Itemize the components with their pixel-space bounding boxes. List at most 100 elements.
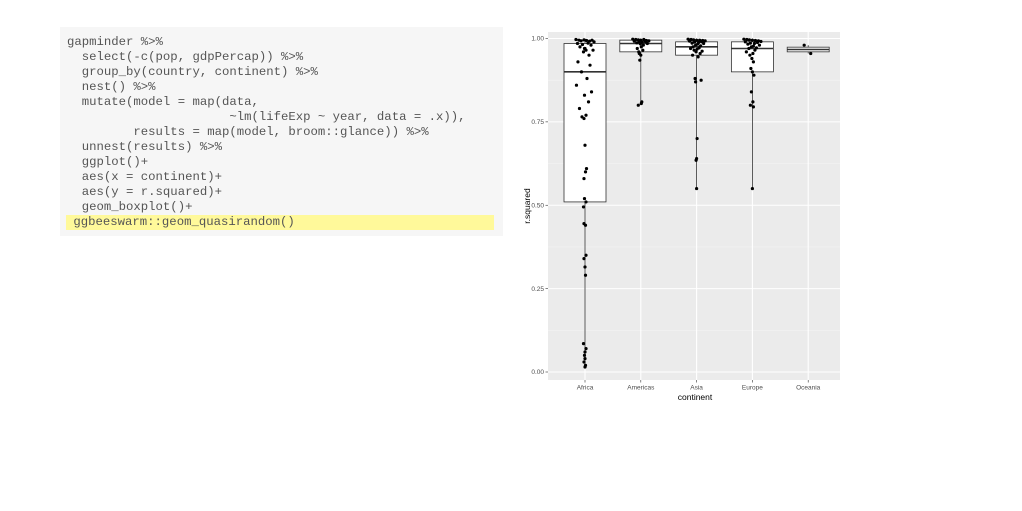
data-point bbox=[582, 257, 586, 261]
data-point bbox=[579, 70, 584, 74]
data-point bbox=[582, 176, 586, 181]
code-line: nest() %>% bbox=[67, 80, 156, 94]
data-point bbox=[742, 37, 746, 41]
code-line: ~lm(lifeExp ~ year, data = .x)), bbox=[67, 110, 466, 124]
code-line: geom_boxplot()+ bbox=[67, 200, 193, 214]
data-point bbox=[695, 186, 699, 191]
code-line: results = map(model, broom::glance)) %>% bbox=[67, 125, 429, 139]
data-point bbox=[582, 353, 587, 357]
data-point bbox=[693, 76, 697, 81]
code-line: gapminder %>% bbox=[67, 35, 163, 49]
data-point bbox=[753, 48, 757, 52]
data-point bbox=[687, 39, 692, 43]
data-point bbox=[700, 49, 704, 53]
data-point bbox=[745, 37, 749, 42]
x-axis-title: continent bbox=[678, 392, 713, 402]
data-point bbox=[583, 265, 587, 269]
data-point bbox=[802, 43, 806, 47]
data-point bbox=[747, 38, 751, 42]
data-point bbox=[639, 45, 643, 49]
data-point bbox=[591, 48, 595, 52]
data-point bbox=[582, 38, 586, 42]
data-point bbox=[749, 90, 753, 94]
data-point bbox=[743, 40, 747, 44]
data-point bbox=[753, 38, 758, 43]
data-point bbox=[744, 50, 748, 54]
data-point bbox=[688, 46, 693, 51]
data-point bbox=[757, 43, 762, 47]
x-tick-label: Americas bbox=[627, 385, 655, 392]
data-point bbox=[581, 342, 586, 346]
data-point bbox=[747, 46, 751, 51]
data-point bbox=[749, 66, 753, 71]
data-point bbox=[584, 253, 588, 257]
data-point bbox=[691, 45, 695, 49]
data-point bbox=[643, 39, 647, 44]
data-point bbox=[694, 158, 698, 162]
y-tick-label: 0.00 bbox=[531, 369, 544, 376]
data-point bbox=[755, 40, 760, 45]
data-point bbox=[639, 101, 643, 106]
data-point bbox=[632, 39, 636, 43]
data-point bbox=[693, 80, 698, 84]
data-point bbox=[585, 76, 589, 81]
code-line: select(-c(pop, gdpPercap)) %>% bbox=[67, 50, 304, 64]
axis-ticks: 0.00 0.25 0.50 0.75 1.00 Africa Americas Asia Eu… bbox=[531, 36, 820, 392]
data-point bbox=[750, 38, 754, 42]
data-point bbox=[750, 186, 754, 191]
data-point bbox=[580, 42, 585, 47]
data-point bbox=[636, 103, 640, 107]
code-line: aes(y = r.squared)+ bbox=[67, 185, 222, 199]
y-tick-label: 0.50 bbox=[531, 202, 544, 209]
code-line: mutate(model = map(data, bbox=[67, 95, 259, 109]
code-line: ggbeeswarm::geom_quasirandom() bbox=[66, 215, 494, 230]
data-point bbox=[754, 46, 759, 50]
data-point bbox=[645, 41, 649, 46]
data-point bbox=[748, 53, 752, 57]
data-point bbox=[751, 105, 756, 109]
data-point bbox=[759, 39, 763, 44]
data-point bbox=[584, 166, 589, 171]
data-point bbox=[589, 90, 594, 94]
data-point bbox=[578, 45, 582, 49]
data-point bbox=[748, 41, 752, 45]
data-point bbox=[575, 41, 580, 46]
data-point bbox=[696, 55, 700, 59]
data-point bbox=[694, 50, 698, 54]
code-line: ggplot()+ bbox=[67, 155, 149, 169]
data-point bbox=[582, 360, 586, 364]
x-tick-label: Europe bbox=[742, 385, 763, 392]
x-tick-label: Africa bbox=[577, 385, 594, 392]
data-point bbox=[592, 40, 596, 44]
data-point bbox=[699, 78, 703, 82]
code-line: group_by(country, continent) %>% bbox=[67, 65, 318, 79]
code-line: aes(x = continent)+ bbox=[67, 170, 222, 184]
x-tick-label: Oceania bbox=[796, 385, 821, 392]
y-tick-label: 0.75 bbox=[531, 119, 544, 126]
data-point bbox=[582, 196, 587, 201]
data-point bbox=[809, 51, 813, 56]
data-point bbox=[583, 143, 587, 147]
data-point bbox=[584, 200, 588, 204]
data-point bbox=[750, 56, 754, 61]
y-tick-label: 1.00 bbox=[531, 36, 544, 43]
data-point bbox=[752, 41, 757, 46]
data-point bbox=[698, 51, 702, 56]
y-tick-label: 0.25 bbox=[531, 286, 544, 293]
data-point bbox=[577, 106, 582, 111]
data-point bbox=[576, 60, 580, 64]
data-point bbox=[751, 60, 756, 64]
boxplot-chart: 0.00 0.25 0.50 0.75 1.00 Africa Americas Asia Eu… bbox=[522, 32, 840, 402]
data-point bbox=[582, 116, 586, 121]
data-point bbox=[703, 39, 707, 43]
data-point bbox=[638, 42, 642, 46]
data-points bbox=[574, 37, 813, 369]
data-point bbox=[692, 40, 697, 44]
data-point bbox=[635, 41, 639, 45]
data-point bbox=[695, 38, 699, 42]
data-point bbox=[752, 73, 756, 77]
data-point bbox=[635, 46, 639, 51]
data-point bbox=[586, 100, 591, 104]
data-point bbox=[582, 93, 587, 97]
data-point bbox=[581, 205, 586, 209]
